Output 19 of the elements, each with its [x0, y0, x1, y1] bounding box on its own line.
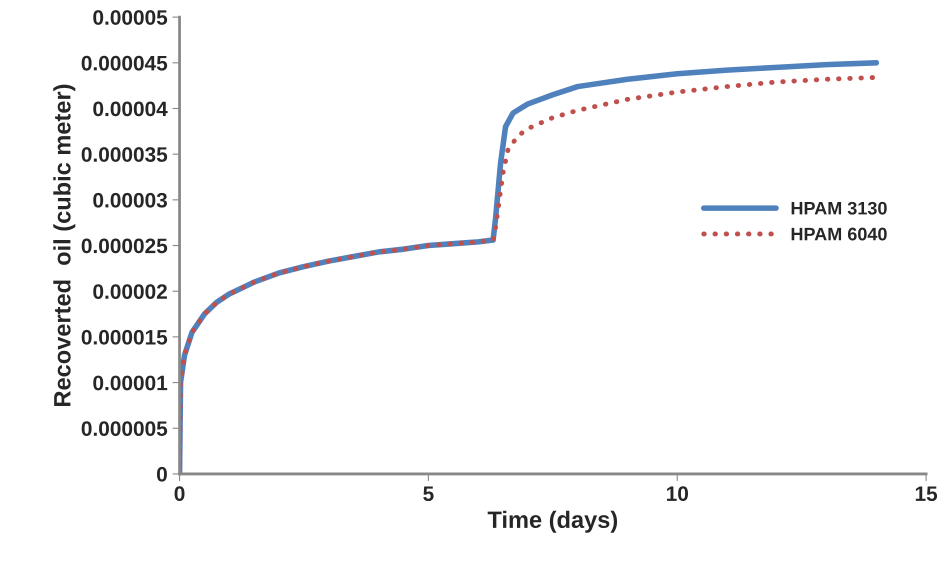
- y-tick-label: 0.00004: [93, 101, 168, 116]
- y-tick-label: 0.00001: [93, 376, 168, 390]
- y-tick-label: 0: [156, 466, 167, 482]
- x-axis-title: Time (days): [488, 510, 618, 533]
- legend-label: HPAM 3130: [792, 202, 887, 215]
- y-tick-label: 0.000005: [82, 421, 168, 436]
- y-tick-label: 0.00005: [93, 10, 168, 25]
- legend-label: HPAM 6040: [792, 228, 887, 240]
- y-tick-label: 0.000035: [82, 147, 168, 162]
- y-tick-label: 0.000015: [82, 330, 168, 345]
- y-tick-label: 0.00003: [93, 192, 167, 208]
- y-tick-label: 0.00002: [93, 284, 167, 299]
- y-axis-title: Recoverted oil (cubic meter): [53, 84, 76, 406]
- x-tick-label: 0: [174, 486, 184, 502]
- x-tick-label: 5: [423, 486, 434, 502]
- x-tick-label: 10: [666, 486, 688, 502]
- y-tick-label: 0.000025: [82, 238, 168, 254]
- x-tick-label: 15: [916, 486, 938, 502]
- y-tick-label: 0.000045: [82, 56, 168, 71]
